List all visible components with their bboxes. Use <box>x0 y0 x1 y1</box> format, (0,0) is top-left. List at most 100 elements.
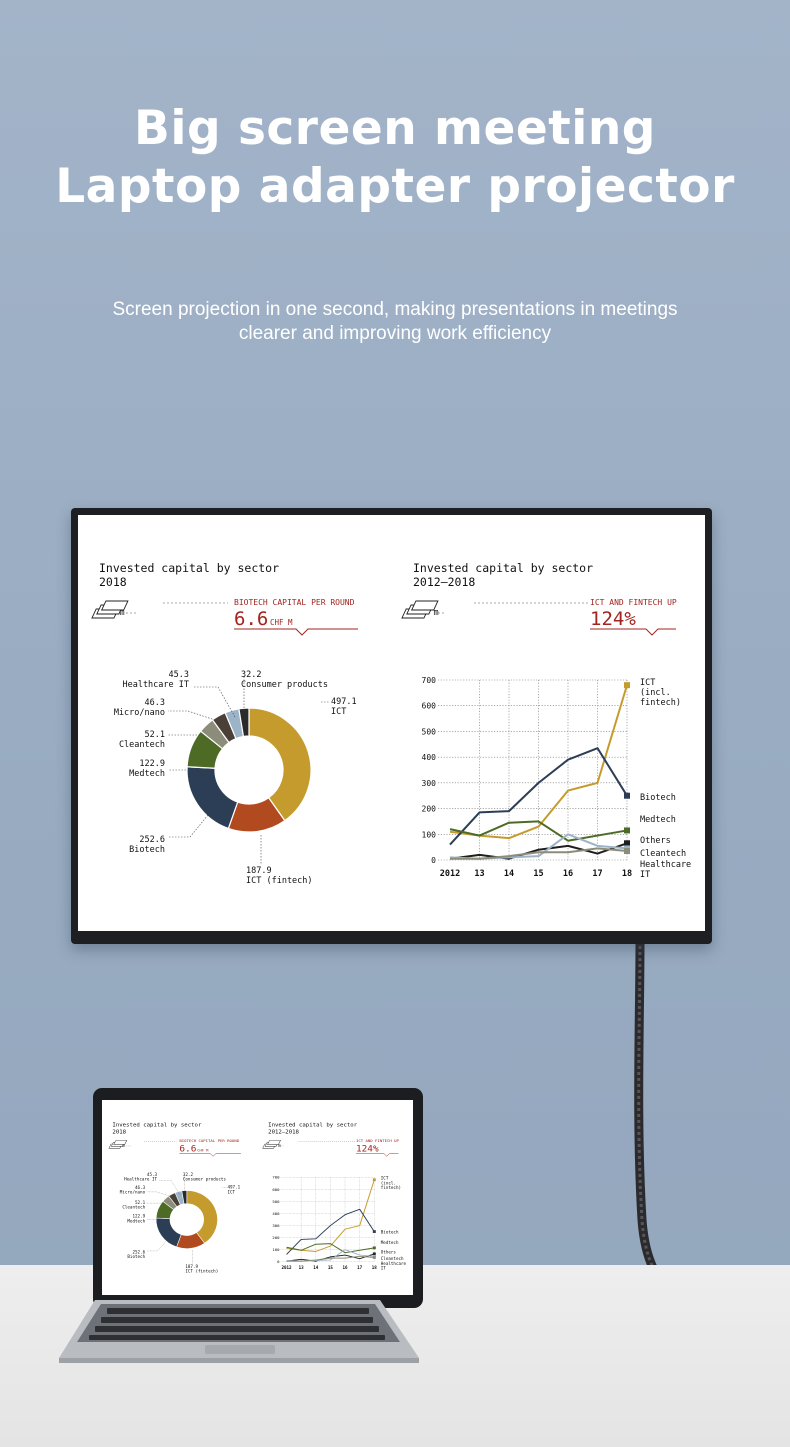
donut-sector-label: ICT <box>227 1189 235 1194</box>
donut-sector-label: Medtech <box>129 769 165 779</box>
y-tick-label: 200 <box>272 1235 280 1240</box>
series-line-medtech <box>449 820 628 842</box>
money-stack-icon <box>100 600 129 611</box>
donut-value-label: 46.3 <box>135 1185 146 1190</box>
laptop: Invested capital by sector2018CHF mBIOTE… <box>93 1088 423 1308</box>
series-label: ICT <box>381 1176 389 1181</box>
y-tick-label: 0 <box>431 856 436 865</box>
series-end-marker <box>624 827 630 834</box>
hero-title-line1: Big screen meeting <box>134 101 656 156</box>
right-callout-value: 124% <box>356 1144 379 1155</box>
leader-line <box>168 710 219 722</box>
series-line-biotech <box>449 747 628 846</box>
donut-sector-label: Biotech <box>127 1254 145 1259</box>
series-label: fintech) <box>381 1185 401 1190</box>
money-stack-icon <box>410 600 439 611</box>
series-end-marker <box>372 1256 376 1259</box>
series-label: Biotech <box>640 793 676 803</box>
donut-slice-ict <box>248 707 312 822</box>
left-callout-unit: CHF M <box>197 1149 209 1153</box>
hero-title-line2: Laptop adapter projector <box>55 159 735 214</box>
x-tick-label: 13 <box>299 1265 305 1270</box>
left-callout-value: 6.6 <box>234 608 268 630</box>
x-tick-label: 16 <box>563 869 573 879</box>
right-panel-years: 2012–2018 <box>268 1129 299 1135</box>
y-tick-label: 0 <box>277 1259 280 1264</box>
x-tick-label: 14 <box>313 1265 319 1270</box>
left-panel-year: 2018 <box>112 1129 126 1135</box>
donut-value-label: 45.3 <box>147 1172 158 1177</box>
left-callout-unit: CHF M <box>270 618 293 627</box>
hero-subtitle-line2: clearer and improving work efficiency <box>238 323 552 344</box>
series-label: Cleantech <box>381 1256 404 1261</box>
x-tick-label: 15 <box>328 1265 334 1270</box>
x-tick-label: 2012 <box>440 869 460 879</box>
donut-sector-label: Healthcare IT <box>124 1177 157 1182</box>
series-line-medtech <box>286 1243 375 1254</box>
donut-value-label: 52.1 <box>135 1200 146 1205</box>
donut-value-label: 122.9 <box>139 759 165 769</box>
donut-value-label: 187.9 <box>246 866 272 876</box>
y-tick-label: 600 <box>422 702 437 711</box>
monitor: Invested capital by sector2018CHF mBIOTE… <box>71 508 712 944</box>
donut-sector-label: ICT <box>331 707 346 717</box>
y-tick-label: 600 <box>272 1187 280 1192</box>
series-line-others <box>286 1253 375 1262</box>
y-tick-label: 200 <box>422 805 437 814</box>
y-tick-label: 700 <box>422 676 437 685</box>
donut-slice-biotech <box>155 1217 182 1248</box>
series-label: fintech) <box>640 698 681 708</box>
series-label: Medtech <box>381 1240 399 1245</box>
series-label: Healthcare <box>381 1261 407 1266</box>
left-callout-value: 6.6 <box>179 1144 196 1155</box>
series-end-marker <box>624 848 630 854</box>
series-end-marker <box>372 1230 376 1233</box>
laptop-screen: Invested capital by sector2018CHF mBIOTE… <box>102 1100 413 1295</box>
donut-sector-label: Micro/nano <box>120 1190 146 1195</box>
donut-sector-label: Micro/nano <box>114 708 165 718</box>
donut-value-label: 46.3 <box>145 698 165 708</box>
donut-sector-label: ICT (fintech) <box>185 1269 218 1274</box>
donut-value-label: 45.3 <box>169 670 189 680</box>
leader-line <box>146 1191 172 1197</box>
donut-sector-label: Medtech <box>127 1218 145 1223</box>
series-label: Others <box>640 836 671 846</box>
leader-line <box>168 814 209 838</box>
series-line-biotech <box>286 1208 375 1255</box>
x-tick-label: 18 <box>622 869 632 879</box>
x-tick-label: 17 <box>357 1265 363 1270</box>
y-tick-label: 300 <box>272 1223 280 1228</box>
leader-line <box>146 1240 167 1252</box>
donut-sector-label: Consumer products <box>183 1177 227 1182</box>
hero-subtitle-line1: Screen projection in one second, making … <box>112 299 678 320</box>
leader-line <box>159 1180 181 1195</box>
x-tick-label: 16 <box>343 1265 349 1270</box>
x-tick-label: 18 <box>372 1265 378 1270</box>
donut-value-label: 32.2 <box>241 670 261 680</box>
donut-value-label: 252.6 <box>132 1249 145 1254</box>
left-panel-title: Invested capital by sector <box>112 1123 202 1129</box>
left-panel-year: 2018 <box>99 575 127 589</box>
x-tick-label: 2012 <box>281 1265 292 1270</box>
y-tick-label: 100 <box>272 1247 280 1252</box>
donut-slice-biotech <box>186 766 239 830</box>
right-callout-label: ICT AND FINTECH UP <box>356 1138 400 1143</box>
donut-value-label: 32.2 <box>183 1172 194 1177</box>
donut-sector-label: Consumer products <box>241 680 328 690</box>
series-label: IT <box>381 1266 387 1271</box>
x-tick-label: 17 <box>592 869 602 879</box>
y-tick-label: 500 <box>422 727 437 736</box>
y-tick-label: 700 <box>272 1175 280 1180</box>
series-end-marker <box>372 1246 376 1250</box>
y-tick-label: 300 <box>422 779 437 788</box>
right-panel-title: Invested capital by sector <box>413 561 593 575</box>
leader-line <box>193 686 236 718</box>
donut-sector-label: Biotech <box>129 845 165 855</box>
money-stack-icon <box>113 1140 128 1145</box>
x-tick-label: 13 <box>474 869 484 879</box>
money-stack-icon <box>267 1140 281 1145</box>
right-callout-label: ICT AND FINTECH UP <box>590 598 677 607</box>
series-end-marker <box>624 792 630 799</box>
donut-value-label: 187.9 <box>185 1264 198 1269</box>
series-label: IT <box>640 870 650 880</box>
